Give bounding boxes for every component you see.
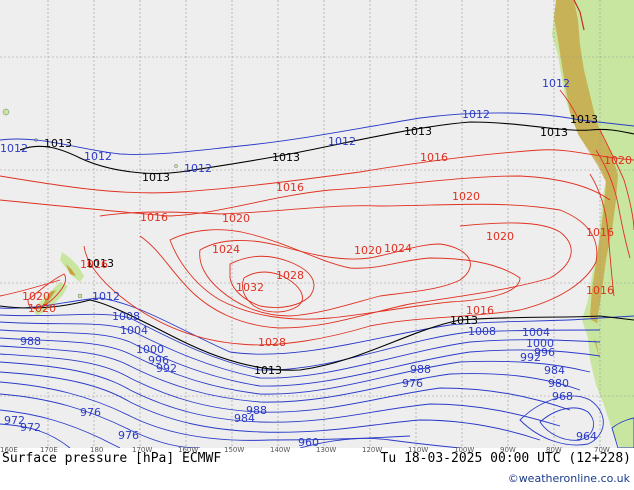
isobar-label: 1012 bbox=[0, 142, 28, 155]
isobar-label: 1004 bbox=[522, 326, 550, 339]
isobar-label: 1020 bbox=[604, 154, 632, 167]
isobar-label: 980 bbox=[548, 377, 569, 390]
longitude-label: 160E bbox=[0, 446, 18, 454]
isobar-label: 1012 bbox=[328, 135, 356, 148]
isobar-label: 1028 bbox=[276, 269, 304, 282]
isobar-label: 1024 bbox=[212, 243, 240, 256]
isobar-label: 1016 bbox=[420, 151, 448, 164]
isobar-label: 992 bbox=[520, 351, 541, 364]
isobar-label: 988 bbox=[410, 363, 431, 376]
isobar-label: 996 bbox=[534, 346, 555, 359]
isobar-label: 1032 bbox=[236, 281, 264, 294]
isobar-label: 1013 bbox=[86, 257, 114, 270]
isobar-label: 1028 bbox=[258, 336, 286, 349]
map-title: Surface pressure [hPa] ECMWF bbox=[2, 451, 222, 466]
isobar-labels-red: 1016 1016 1016 1016 1016 1016 1016 1020 … bbox=[22, 151, 632, 349]
isobar-label: 972 bbox=[20, 421, 41, 434]
longitude-label: 140W bbox=[270, 446, 290, 454]
isobar-label: 1016 bbox=[586, 284, 614, 297]
isobar-label: 1024 bbox=[384, 242, 412, 255]
isobar-label: 976 bbox=[118, 429, 139, 442]
isobar-label: 1012 bbox=[184, 162, 212, 175]
longitude-label: 170E bbox=[40, 446, 58, 454]
isobar-label: 976 bbox=[402, 377, 423, 390]
isobar-label: 984 bbox=[234, 412, 255, 425]
isobar-label: 1012 bbox=[92, 290, 120, 303]
longitude-label: 170W bbox=[132, 446, 152, 454]
isobar-label: 1016 bbox=[586, 226, 614, 239]
isobar-label: 1000 bbox=[136, 343, 164, 356]
isobar-1013 bbox=[0, 121, 634, 371]
isobar-label: 984 bbox=[544, 364, 565, 377]
isobar-label: 1020 bbox=[28, 302, 56, 315]
south-america-land bbox=[552, 0, 634, 448]
isobar-label: 1008 bbox=[468, 325, 496, 338]
isobar-label: 1020 bbox=[354, 244, 382, 257]
isobar-label: 996 bbox=[148, 354, 169, 367]
isobar-label: 1008 bbox=[112, 310, 140, 323]
isobar-label: 1013 bbox=[254, 364, 282, 377]
longitude-axis: 160E 170E 180 170W 160W 150W 140W 130W 1… bbox=[0, 446, 610, 454]
isobar-label: 1020 bbox=[486, 230, 514, 243]
valid-time: Tu 18-03-2025 00:00 UTC (12+228) bbox=[380, 451, 631, 466]
longitude-label: 130W bbox=[316, 446, 336, 454]
isobar-label: 960 bbox=[298, 436, 319, 449]
isobar-label: 964 bbox=[576, 430, 597, 443]
isobar-label: 1013 bbox=[272, 151, 300, 164]
isobar-label: 1016 bbox=[466, 304, 494, 317]
isobar-label: 1013 bbox=[142, 171, 170, 184]
isobar-label: 1012 bbox=[84, 150, 112, 163]
credit-link[interactable]: ©weatheronline.co.uk bbox=[507, 472, 630, 485]
isobar-label: 1012 bbox=[542, 77, 570, 90]
isobar-label: 1016 bbox=[80, 258, 108, 271]
isobar-label: 992 bbox=[156, 362, 177, 375]
isobars-low bbox=[0, 112, 634, 449]
isobar-label: 1013 bbox=[570, 113, 598, 126]
isobar-label: 1020 bbox=[22, 290, 50, 303]
isobar-label: 968 bbox=[552, 390, 573, 403]
isobars-high bbox=[0, 89, 634, 346]
longitude-label: 160W bbox=[178, 446, 198, 454]
ocean-background bbox=[0, 0, 634, 448]
longitude-label: 70W bbox=[594, 446, 610, 454]
isobar-labels-blue: 1012 1012 1012 1012 1012 1012 1012 1008 … bbox=[0, 77, 597, 449]
isobar-label: 1012 bbox=[462, 108, 490, 121]
longitude-label: 100W bbox=[454, 446, 474, 454]
longitude-label: 110W bbox=[408, 446, 428, 454]
isobar-label: 1004 bbox=[120, 324, 148, 337]
isobar-label: 1020 bbox=[222, 212, 250, 225]
isobar-label: 1013 bbox=[540, 126, 568, 139]
isobar-label: 1016 bbox=[276, 181, 304, 194]
isobar-label: 1013 bbox=[44, 137, 72, 150]
isobar-label: 972 bbox=[4, 414, 25, 427]
isobar-label: 1013 bbox=[404, 125, 432, 138]
isobar-label: 976 bbox=[80, 406, 101, 419]
longitude-label: 80W bbox=[546, 446, 562, 454]
longitude-label: 90W bbox=[500, 446, 516, 454]
isobar-labels-black: 1013 1013 1013 1013 1013 1013 1013 1013 … bbox=[44, 113, 598, 377]
isobar-label: 1013 bbox=[450, 314, 478, 327]
longitude-label: 180 bbox=[90, 446, 103, 454]
isobar-label: 1016 bbox=[140, 211, 168, 224]
footer-band bbox=[0, 448, 634, 490]
longitude-label: 150W bbox=[224, 446, 244, 454]
isobar-label: 988 bbox=[20, 335, 41, 348]
isobar-label: 1020 bbox=[452, 190, 480, 203]
isobar-label: 1000 bbox=[526, 337, 554, 350]
isobar-label: 988 bbox=[246, 404, 267, 417]
longitude-label: 120W bbox=[362, 446, 382, 454]
